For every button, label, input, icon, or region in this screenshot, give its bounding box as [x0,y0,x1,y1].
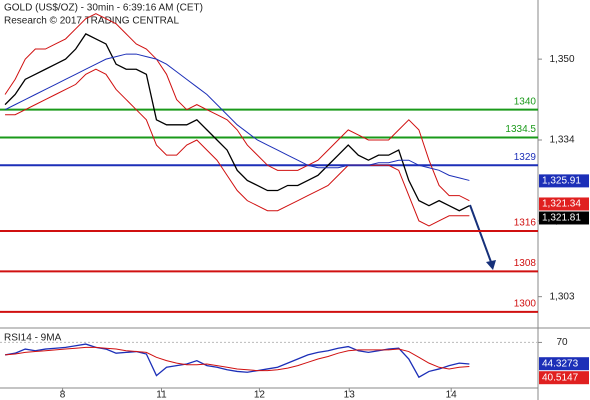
price-tag-label: 1,325.91 [542,176,581,187]
price-tag-label: 1,321.81 [542,213,581,224]
price-tag [539,357,589,371]
price-tag-label: 44.3273 [542,358,579,369]
price-tag-label: 40.5147 [542,372,579,383]
series-line [4,33,470,212]
price-tag-label: 1,321.34 [542,199,581,210]
level-label: 1316 [514,218,537,229]
x-tick-label: 12 [254,390,266,400]
series-line [4,13,470,202]
level-label: 1329 [514,152,537,163]
level-label: 1308 [514,258,537,269]
arrow [469,204,492,263]
y-tick-label: 1,303 [549,291,574,302]
price-tag [539,197,589,211]
chart-title: GOLD (US$/OZ) - 30min - 6:39:16 AM (CET) [4,3,203,14]
y-tick-label: 70 [556,337,568,348]
x-tick-label: 8 [60,390,66,400]
level-label: 1334.5 [505,124,536,135]
series-line [5,68,470,227]
level-label: 1340 [514,96,537,107]
x-tick-label: 14 [446,390,458,400]
rsi-title: RSI14 - 9MA [4,333,62,344]
arrow-head [486,260,496,270]
price-tag [539,211,589,225]
series-line [5,346,470,372]
level-label: 1300 [514,298,537,309]
price-tag [539,371,589,385]
series-line [4,53,470,181]
y-tick-label: 1,350 [549,54,574,65]
price-tag [539,174,589,188]
series-line [4,343,470,379]
x-tick-label: 13 [344,390,356,400]
chart-subtitle: Research © 2017 TRADING CENTRAL [4,16,179,27]
x-tick-label: 11 [156,390,167,400]
y-tick-label: 1,334 [549,135,574,146]
